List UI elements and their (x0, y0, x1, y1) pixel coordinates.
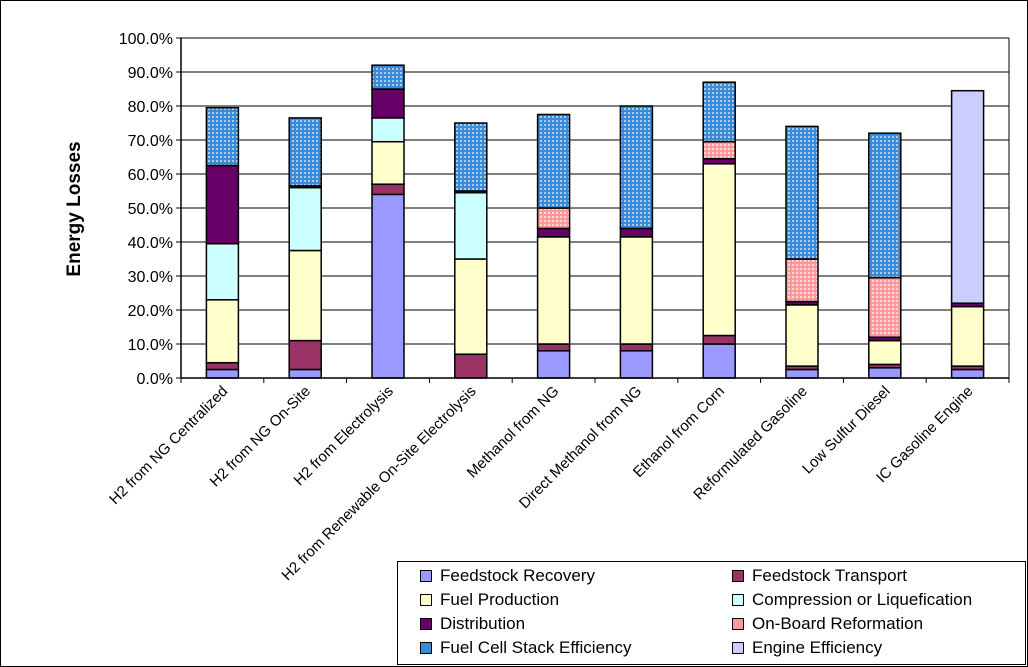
legend-label: On-Board Reformation (752, 614, 924, 633)
bar-segment (619, 227, 654, 238)
y-tick-label: 70.0% (128, 133, 173, 150)
legend-item: Feedstock Transport (732, 565, 907, 587)
bar-segment (536, 350, 571, 379)
legend-label: Feedstock Transport (752, 566, 907, 585)
bar-segment (785, 258, 819, 303)
bar-segment (702, 81, 736, 143)
bar-segment (785, 304, 819, 367)
bar-segment (702, 163, 736, 337)
bar-segment (371, 64, 405, 90)
bar-segment (288, 186, 322, 252)
bar-segment (205, 242, 240, 301)
bar-segment (868, 367, 902, 379)
legend: Feedstock Recovery Feedstock Transport Fue… (397, 561, 1026, 665)
bar-segment (868, 339, 902, 366)
legend-swatch (420, 618, 432, 630)
y-tick-label: 100.0% (119, 31, 173, 48)
bar-segment (702, 157, 736, 165)
y-tick-label: 30.0% (128, 269, 173, 286)
bar-segment (371, 88, 405, 119)
bar-segment (536, 207, 571, 230)
legend-label: Fuel Cell Stack Efficiency (440, 638, 632, 657)
bar-segment (205, 164, 240, 245)
bar-segment (205, 368, 240, 379)
bar-segment (288, 249, 322, 342)
legend-item: Distribution (420, 613, 525, 635)
bar-segment (205, 106, 240, 167)
y-tick-label: 40.0% (128, 235, 173, 252)
bar-segment (536, 343, 571, 352)
legend-swatch (420, 642, 432, 654)
bar-segment (536, 236, 571, 345)
legend-label: Feedstock Recovery (440, 566, 595, 585)
x-tick-label: Low Sulfur Diesel (799, 383, 894, 478)
legend-label: Compression or Liquefication (752, 590, 973, 609)
legend-swatch (732, 570, 744, 582)
legend-label: Engine Efficiency (752, 638, 883, 657)
legend-label: Fuel Production (440, 590, 560, 609)
legend-swatch (732, 618, 744, 630)
bar-segment (785, 125, 819, 260)
x-tick-label: H2 from NG Centralized (106, 383, 231, 508)
bar-segment (702, 140, 736, 160)
bar-segment (950, 305, 985, 367)
y-axis-title: Energy Losses (64, 141, 85, 276)
legend-swatch (732, 594, 744, 606)
legend-item: Fuel Cell Stack Efficiency (420, 637, 631, 659)
bar-segment (868, 132, 902, 279)
y-tick-label: 90.0% (128, 65, 173, 82)
bars (205, 64, 985, 379)
bar-segment (702, 343, 736, 379)
bar-segment (785, 368, 819, 379)
legend-item: Engine Efficiency (732, 637, 882, 659)
bar-segment (702, 334, 736, 345)
legend-swatch (420, 594, 432, 606)
y-tick-label: 80.0% (128, 99, 173, 116)
y-tick-label: 20.0% (128, 303, 173, 320)
legend-item: Feedstock Recovery (420, 565, 595, 587)
bar-segment (454, 191, 488, 260)
bar-segment (536, 113, 571, 209)
bar-segment (454, 122, 488, 192)
bar-segment (371, 183, 405, 196)
legend-swatch (732, 642, 744, 654)
bar-segment (288, 368, 322, 379)
bar-segment (536, 227, 571, 238)
y-tick-label: 50.0% (128, 201, 173, 218)
bar-segment (868, 276, 902, 338)
y-tick-label: 0.0% (137, 371, 173, 388)
y-tick-label: 10.0% (128, 337, 173, 354)
bar-segment (454, 353, 488, 379)
x-tick-label: Methanol from NG (464, 383, 563, 482)
legend-item: Fuel Production (420, 589, 559, 611)
bar-segment (619, 350, 654, 379)
legend-swatch (420, 570, 432, 582)
y-tick-label: 60.0% (128, 167, 173, 184)
bar-segment (619, 343, 654, 352)
bar-segment (619, 105, 654, 230)
bar-segment (288, 117, 322, 187)
bar-segment (205, 299, 240, 364)
bar-segment (371, 193, 405, 379)
bar-segment (371, 117, 405, 143)
bar-segment (619, 236, 654, 345)
x-tick-label: H2 from Renewable On-Site Electrolysis (278, 383, 479, 584)
legend-label: Distribution (440, 614, 526, 633)
bar-segment (454, 258, 488, 355)
bar-segment (371, 140, 405, 185)
legend-item: Compression or Liquefication (732, 589, 972, 611)
legend-item: On-Board Reformation (732, 613, 923, 635)
x-tick-label: Ethanol from Corn (630, 383, 728, 481)
bar-segment (288, 339, 322, 371)
bar-segment (950, 89, 985, 304)
bar-segment (205, 361, 240, 371)
bar-segment (950, 368, 985, 379)
